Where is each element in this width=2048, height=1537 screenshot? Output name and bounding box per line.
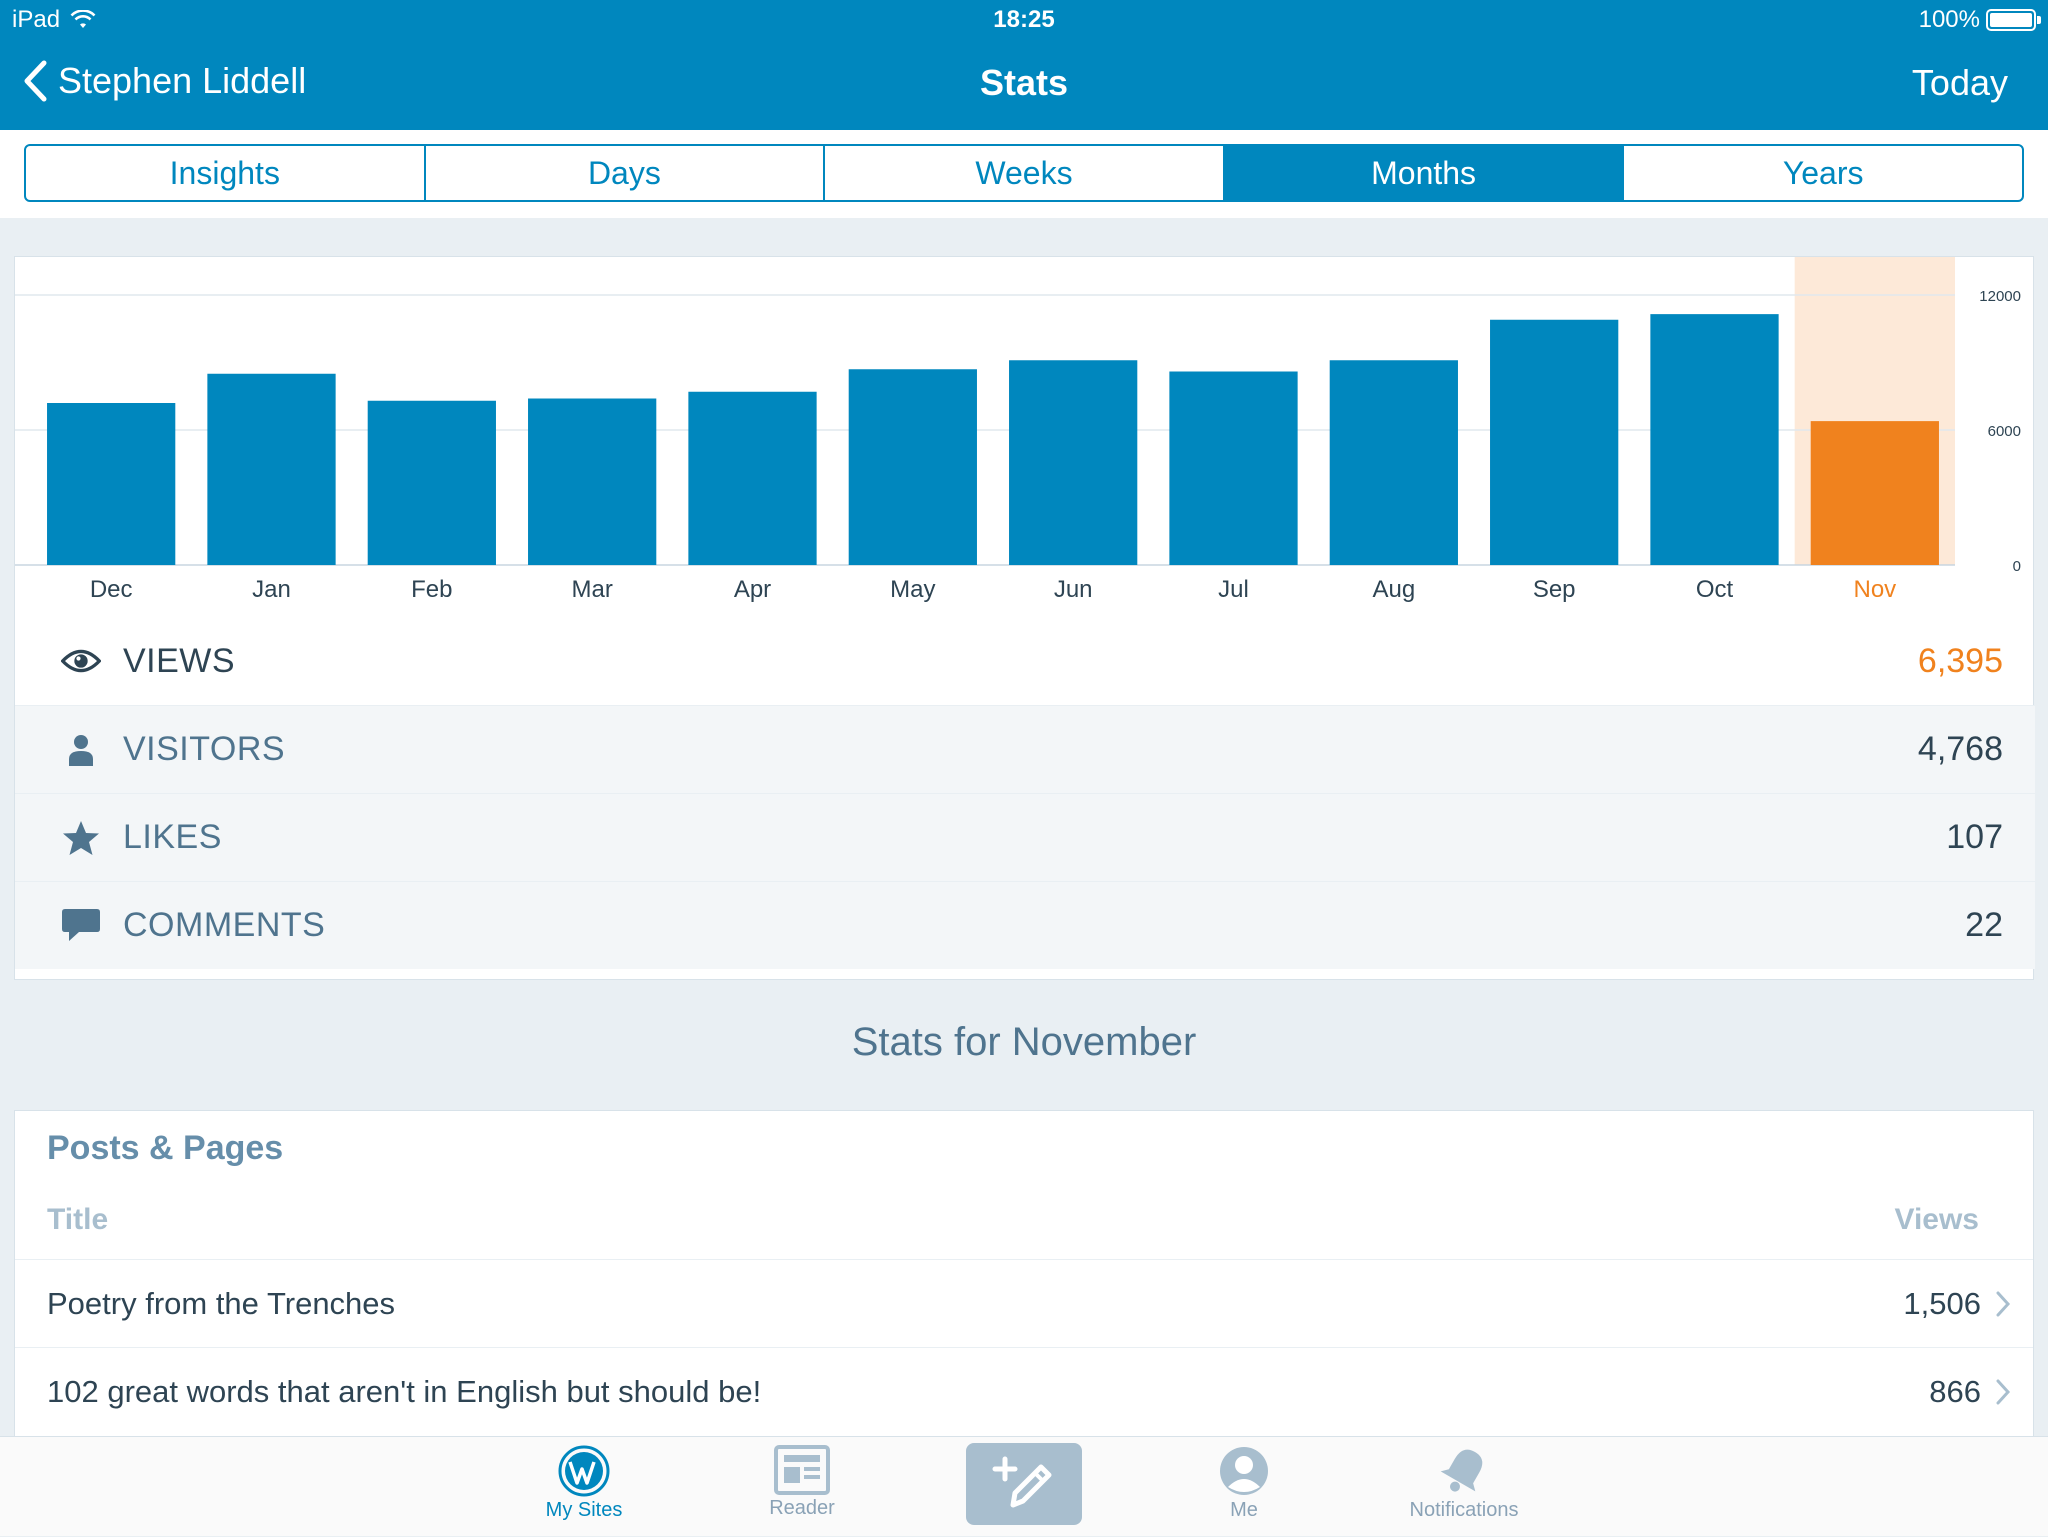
segment-insights[interactable]: Insights [26,146,426,200]
column-header-title: Title [47,1203,109,1236]
x-tick-label: Nov [1853,576,1896,603]
posts-pages-title: Posts & Pages [47,1129,284,1167]
tab-me-label: Me [1230,1499,1258,1521]
person-icon [61,730,101,770]
likes-value: 107 [1946,818,2003,856]
views-label: VIEWS [123,641,236,680]
status-time: 18:25 [993,6,1055,33]
summary-row-comments[interactable]: COMMENTS 22 [15,881,2035,969]
y-tick-label: 6000 [1988,423,2021,440]
tab-bar: My Sites Reader Me [0,1436,2048,1536]
comments-value: 22 [1965,906,2003,944]
me-icon [1220,1447,1268,1495]
chevron-right-icon [1996,1379,2011,1404]
post-title: 102 great words that aren't in English b… [47,1373,762,1409]
monthly-views-chart: 0 6000 12000 Dec Jan Feb Mar Apr May Jun Jul Aug Sep… [15,257,2021,603]
battery-icon [1986,9,2041,31]
bar-feb[interactable] [367,400,496,565]
views-value: 6,395 [1917,641,2003,680]
x-tick-label: Jun [1054,576,1093,603]
write-post-button[interactable] [966,1443,1082,1525]
segment-days[interactable]: Days [426,146,826,200]
bar-aug[interactable] [1329,360,1458,565]
wordpress-icon [558,1445,610,1497]
bar-sep[interactable] [1490,319,1619,565]
x-tick-label: Oct [1696,576,1734,603]
x-tick-label: Sep [1533,576,1576,603]
x-tick-label: Dec [90,576,133,603]
section-title: Stats for November [851,1020,1197,1064]
segment-years[interactable]: Years [1782,154,1864,191]
visitors-label: VISITORS [123,730,286,768]
write-icon [992,1456,1052,1508]
post-list: Poetry from the Trenches 1,506 102 great… [15,1259,2033,1435]
visitors-value: 4,768 [1917,730,2003,768]
bar-jan[interactable] [207,373,336,565]
likes-label: LIKES [123,818,222,856]
bar-nov[interactable] [1810,421,1939,565]
x-tick-label: Aug [1372,576,1415,603]
bar-may[interactable] [848,369,977,565]
reader-icon [774,1445,830,1495]
eye-icon [61,641,101,681]
segment-weeks[interactable]: Weeks [825,146,1225,200]
back-button[interactable]: Stephen Liddell [22,60,306,102]
today-button[interactable]: Today [1911,62,2008,103]
status-left: iPad [12,6,96,34]
post-row[interactable]: Poetry from the Trenches 1,506 [15,1259,2033,1347]
star-icon [61,818,101,858]
x-tick-label: Jan [252,576,291,603]
chevron-right-icon [1996,1291,2011,1316]
y-tick-label: 0 [2013,558,2021,575]
stats-card: 0 6000 12000 Dec Jan Feb Mar Apr May Jun Jul Aug Sep… [14,256,2035,980]
navigation-header: iPad 18:25 100% Stephen Liddell Stats To… [0,0,2048,130]
post-row[interactable]: 102 great words that aren't in English b… [15,1347,2033,1435]
period-segmented-control: Insights Days Weeks Months Years [24,144,2024,202]
tab-notifications-label: Notifications [1409,1499,1519,1521]
tab-my-sites-label: My Sites [545,1499,623,1521]
bar-dec[interactable] [47,403,176,565]
comment-icon [61,906,101,946]
bar-oct[interactable] [1650,314,1779,565]
bar-apr[interactable] [688,391,817,565]
status-right: 100% [1918,6,2041,34]
x-tick-label: May [890,576,935,603]
segment-months[interactable]: Months [1224,146,1625,200]
summary-row-visitors[interactable]: VISITORS 4,768 [15,705,2035,793]
x-tick-label: Feb [411,576,452,603]
bar-jun[interactable] [1009,360,1138,565]
x-tick-label: Apr [734,576,771,603]
tab-reader-label: Reader [769,1497,835,1519]
status-bar: iPad 18:25 100% [0,0,2048,40]
chevron-left-icon [24,60,47,102]
back-label: Stephen Liddell [58,60,307,101]
x-tick-label: Jul [1218,576,1249,603]
tab-my-sites[interactable]: My Sites [504,1445,664,1537]
wifi-icon [70,10,96,28]
y-tick-label: 12000 [1979,288,2021,305]
bell-icon [1440,1449,1483,1492]
posts-pages-card: Posts & Pages Title Views Poetry from th… [14,1110,2034,1440]
period-selector-bar: Insights Days Weeks Months Years [0,130,2048,218]
summary-row-likes[interactable]: LIKES 107 [15,793,2035,881]
tab-me[interactable]: Me [1164,1445,1324,1537]
column-header-views: Views [1894,1203,1979,1236]
bar-mar[interactable] [528,398,657,566]
summary-row-views[interactable]: VIEWS 6,395 [15,617,2035,705]
x-tick-label: Mar [571,576,612,603]
bar-jul[interactable] [1169,371,1298,566]
device-name: iPad [12,6,61,33]
post-title: Poetry from the Trenches [47,1285,396,1321]
post-views: 1,506 [1903,1285,1981,1321]
summary-list: VIEWS 6,395 VISITORS 4,768 LIKES 107 [15,617,2035,969]
comments-label: COMMENTS [123,906,326,944]
tab-notifications[interactable]: Notifications [1384,1445,1544,1537]
battery-percent: 100% [1918,6,1980,33]
page-title: Stats [979,62,1069,103]
post-views: 866 [1929,1373,1981,1409]
tab-reader[interactable]: Reader [722,1445,882,1537]
